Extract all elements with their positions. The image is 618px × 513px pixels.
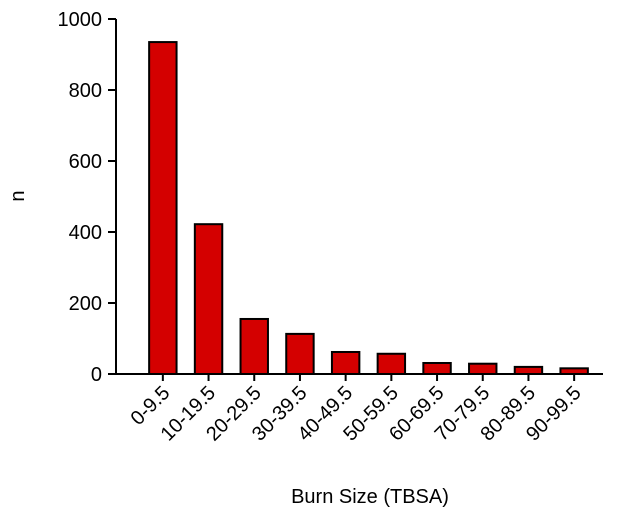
bar [376, 352, 407, 376]
y-tick-label: 600 [69, 151, 102, 173]
y-tick-label: 800 [69, 80, 102, 102]
bar [422, 361, 452, 375]
bar [285, 332, 315, 376]
bar [468, 362, 498, 375]
bar [148, 41, 178, 375]
x-axis-label: Burn Size (TBSA) [291, 486, 449, 508]
bar [559, 367, 589, 376]
bar [513, 365, 544, 375]
y-tick-label: 1000 [58, 9, 103, 31]
bar [239, 317, 269, 376]
y-axis-label: n [7, 190, 29, 201]
y-tick-label: 400 [69, 222, 102, 244]
y-tick-label: 0 [91, 364, 102, 386]
bar [330, 350, 361, 375]
bar [193, 223, 224, 375]
y-tick-label: 200 [69, 293, 102, 315]
